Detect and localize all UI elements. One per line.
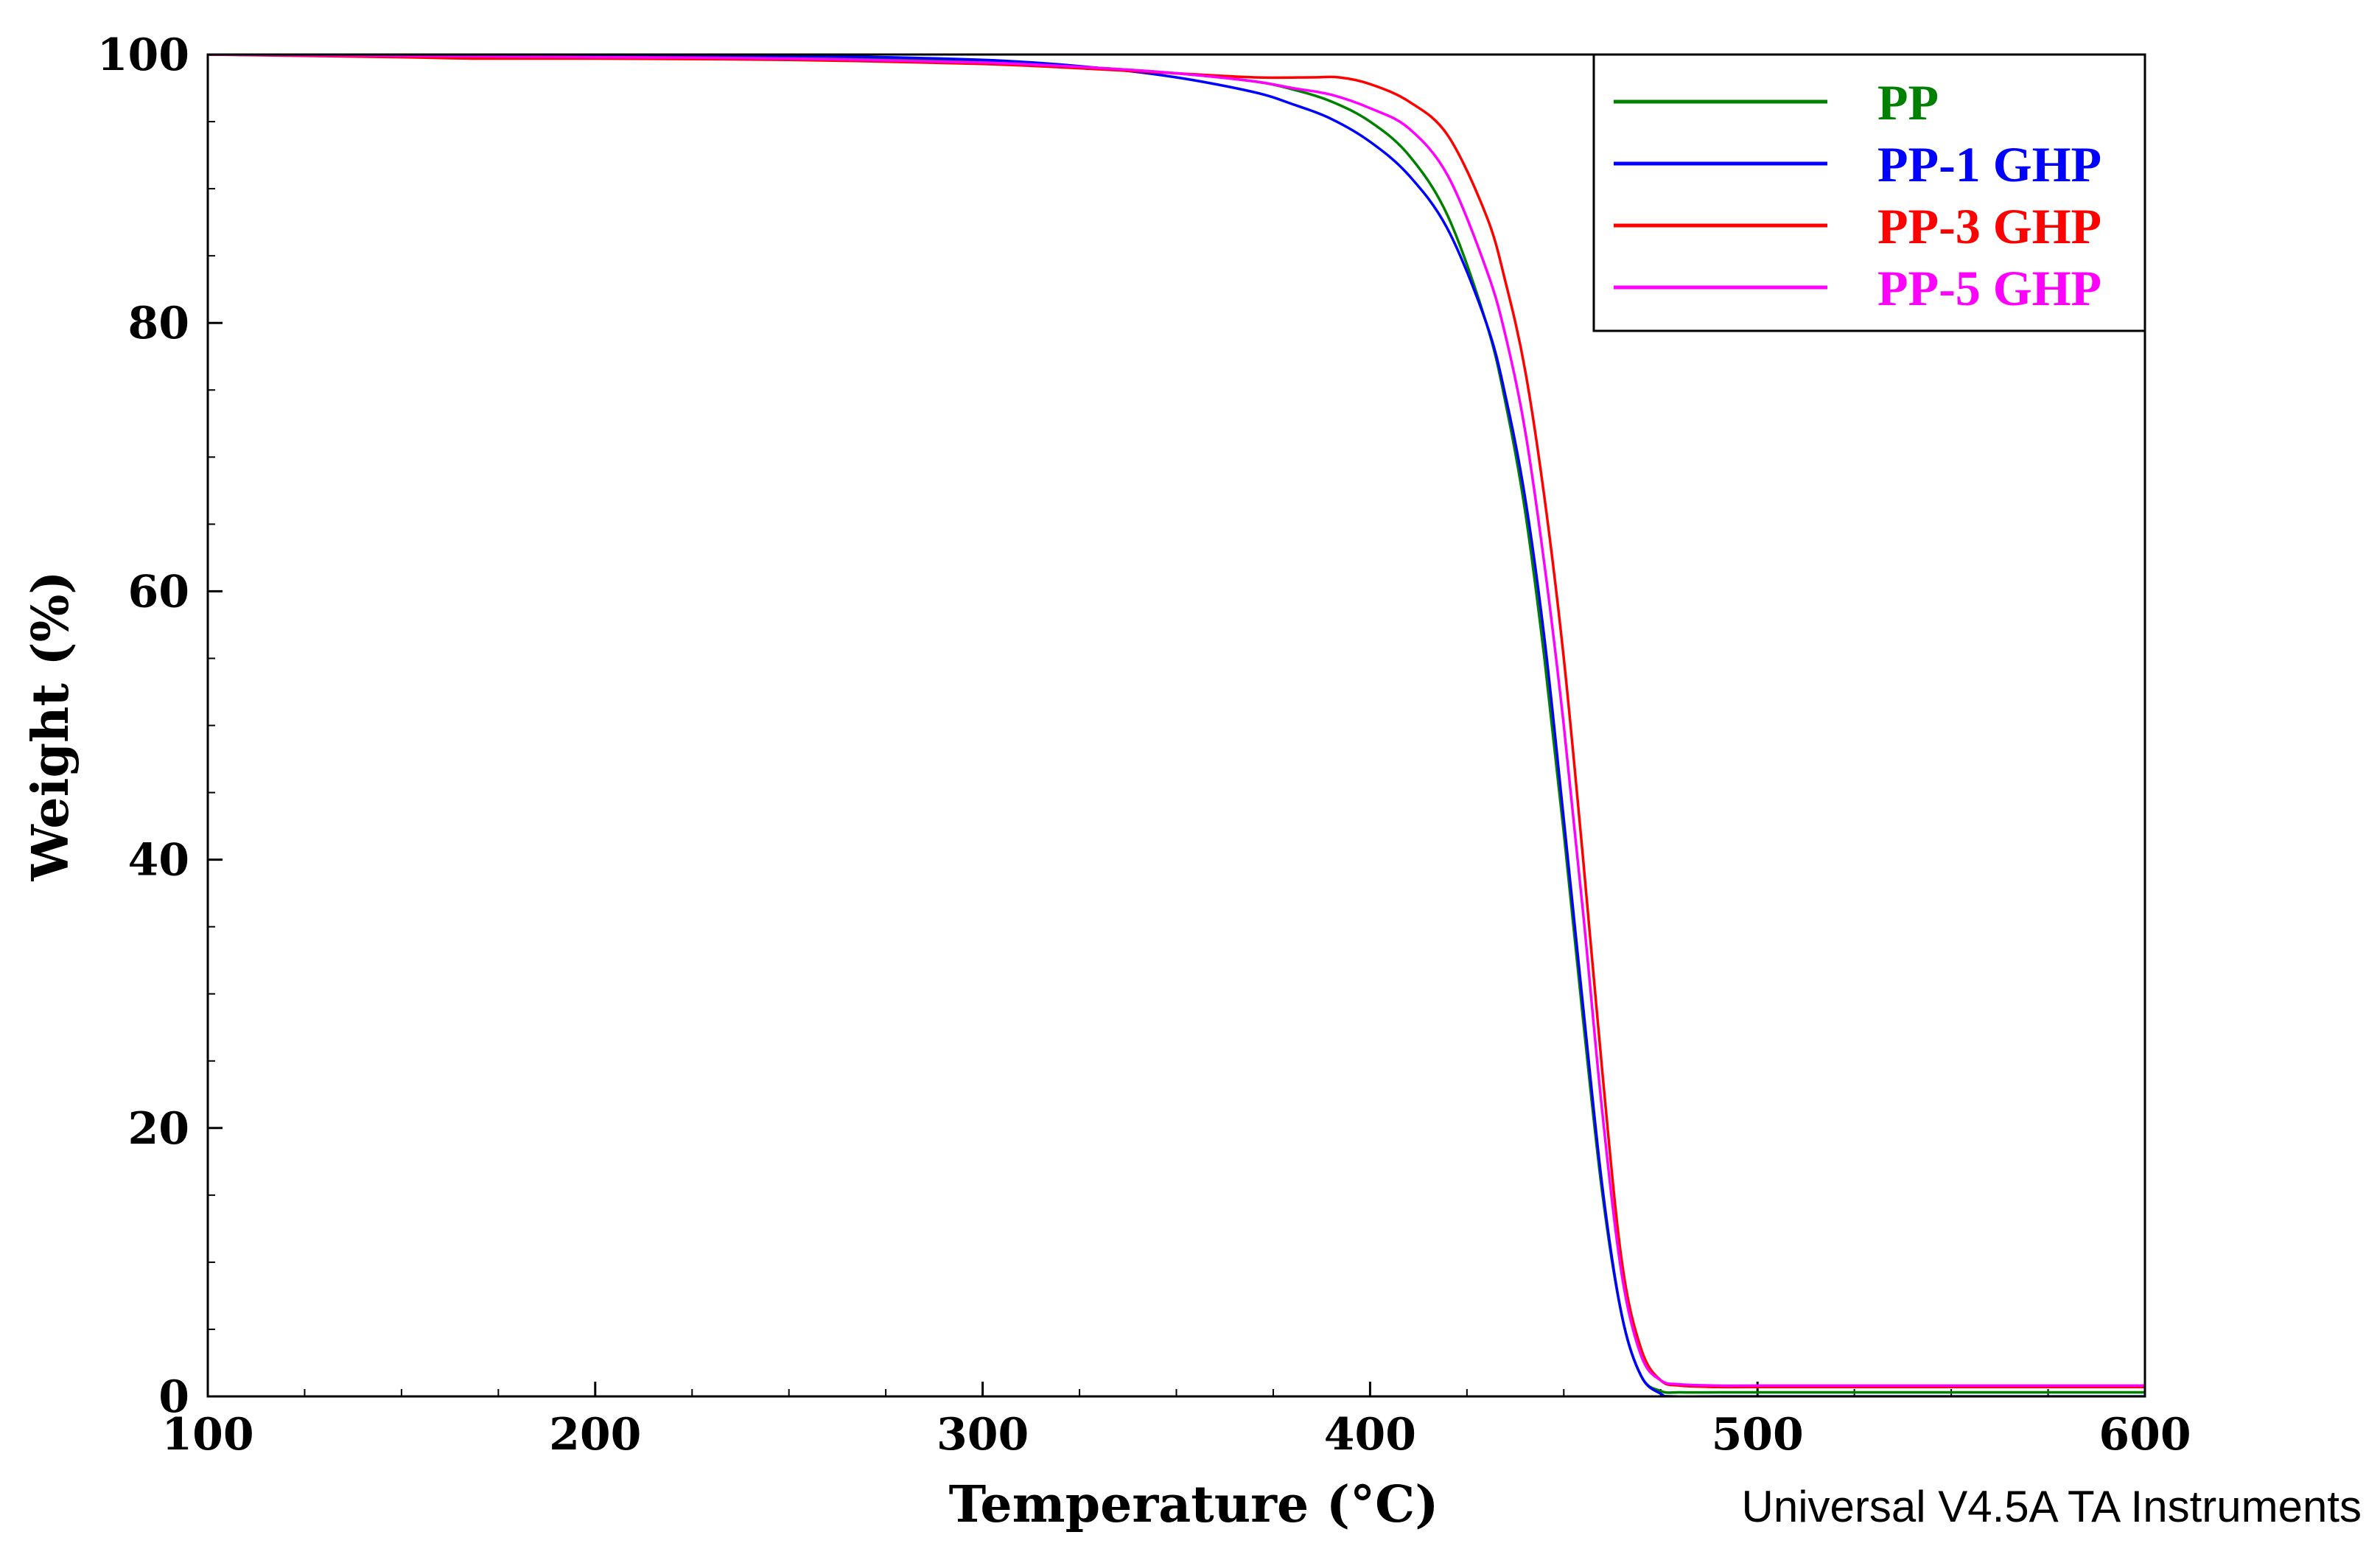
plot-frame (206, 53, 2146, 1398)
legend: PP PP-1 GHP PP-3 GHP PP-5 GHP (1592, 53, 2146, 332)
y-tick-label: 40 (128, 835, 190, 886)
y-tick-label: 80 (128, 298, 190, 349)
x-tick-label: 100 (161, 1409, 253, 1461)
legend-label: PP-3 GHP (1877, 198, 2101, 254)
x-tick-label: 500 (1712, 1409, 1804, 1461)
y-tick-label: 0 (158, 1371, 189, 1423)
y-tick-label: 100 (97, 29, 189, 81)
x-tick-label: 300 (937, 1409, 1029, 1461)
legend-label: PP-1 GHP (1877, 136, 2101, 192)
x-tick-label: 600 (2099, 1409, 2191, 1461)
legend-items: PP PP-1 GHP PP-3 GHP PP-5 GHP (1614, 74, 2101, 316)
x-axis-title: Temperature (°C) (949, 1475, 1439, 1534)
y-tick-label: 60 (128, 566, 190, 618)
y-axis-title: Weight (%) (21, 571, 80, 882)
x-tick-label: 400 (1324, 1409, 1416, 1461)
x-axis-ticks: 100 200 300 400 500 600 (161, 1382, 2191, 1461)
instrument-footer: Universal V4.5A TA Instruments (1742, 1482, 2362, 1531)
y-axis-ticks: 0 20 40 60 80 100 (97, 29, 223, 1423)
legend-label: PP-5 GHP (1877, 260, 2101, 316)
series-line-1 (208, 55, 2145, 1394)
x-tick-label: 200 (549, 1409, 641, 1461)
legend-label: PP (1877, 74, 1939, 130)
series-line-4 (208, 55, 2145, 1388)
y-tick-label: 20 (128, 1103, 190, 1155)
